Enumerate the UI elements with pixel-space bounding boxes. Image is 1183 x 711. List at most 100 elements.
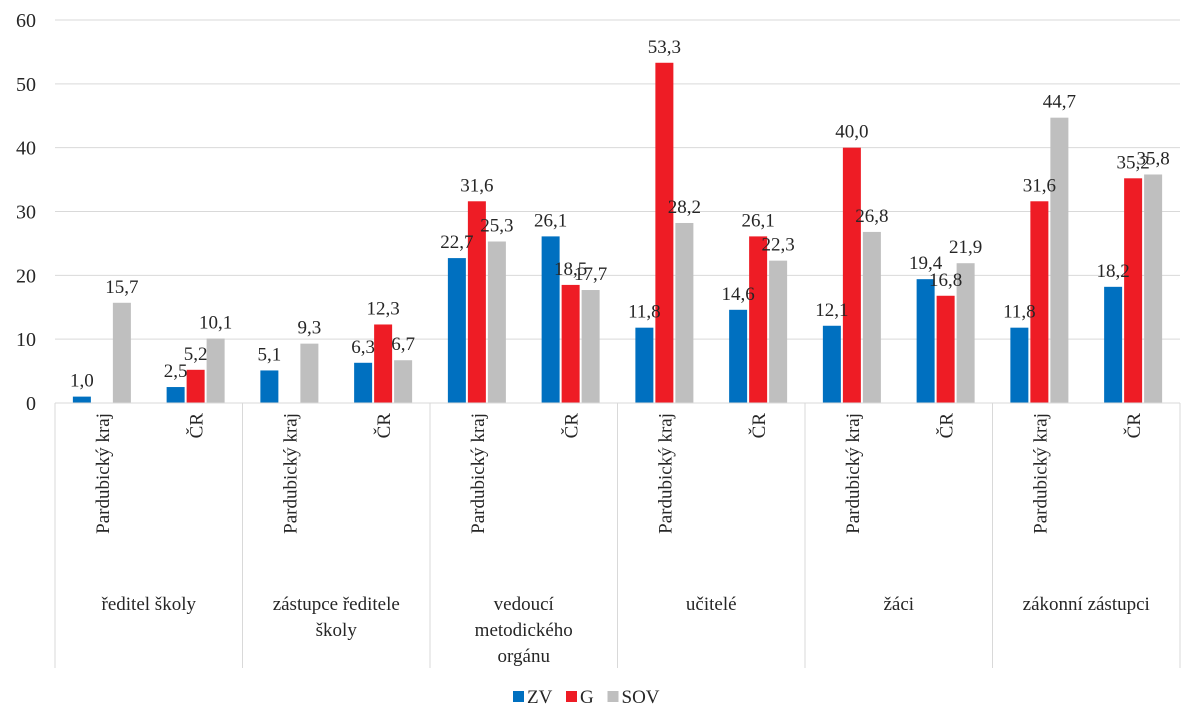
x-tick-label: Pardubický kraj <box>1030 413 1051 534</box>
bar-sov <box>769 260 788 403</box>
data-label: 26,1 <box>534 210 567 231</box>
group-label: vedoucí <box>494 594 555 615</box>
bar-sov <box>1050 117 1069 403</box>
data-label: 44,7 <box>1043 92 1076 113</box>
group-label: školy <box>316 620 358 641</box>
bar-zv <box>166 387 185 403</box>
bar-g <box>1030 201 1049 403</box>
data-label: 19,4 <box>909 253 943 274</box>
bar-sov <box>675 222 694 403</box>
data-label: 53,3 <box>648 37 681 58</box>
y-tick-label: 30 <box>16 202 36 224</box>
bar-zv <box>1010 327 1029 403</box>
bar-g <box>1124 178 1143 403</box>
bar-g <box>186 369 205 403</box>
bar-sov <box>394 360 413 403</box>
group-label: zákonní zástupci <box>1023 594 1150 615</box>
legend-swatch-sov <box>607 691 619 702</box>
bar-sov <box>487 241 506 403</box>
group-label: ředitel školy <box>102 594 197 615</box>
bar-sov <box>956 263 975 403</box>
group-label: orgánu <box>498 646 551 667</box>
bar-g <box>374 324 393 403</box>
y-tick-label: 60 <box>16 10 36 32</box>
data-label: 17,7 <box>574 264 607 285</box>
bar-zv <box>822 325 841 403</box>
bar-g <box>655 62 674 403</box>
bar-zv <box>260 370 279 403</box>
legend-label: ZV <box>527 687 553 708</box>
x-tick-label: Pardubický kraj <box>468 413 489 534</box>
bar-g <box>936 295 955 403</box>
y-axis-ticks: 0 10 20 30 40 50 60 <box>16 10 36 415</box>
x-tick-label: ČR <box>373 413 395 439</box>
group-label: metodického <box>475 620 573 641</box>
data-label: 22,7 <box>440 232 473 253</box>
data-label: 21,9 <box>949 237 982 258</box>
data-label: 26,1 <box>742 210 775 231</box>
data-label: 40,0 <box>835 122 868 143</box>
data-label: 28,2 <box>668 197 701 218</box>
data-label: 31,6 <box>460 175 493 196</box>
bars <box>72 62 1163 403</box>
bar-zv <box>541 236 560 403</box>
y-tick-label: 0 <box>26 393 36 415</box>
data-label: 9,3 <box>298 318 322 339</box>
x-tick-label: Pardubický kraj <box>93 413 114 534</box>
y-tick-label: 10 <box>16 329 36 351</box>
legend-swatch-zv <box>513 691 524 702</box>
data-label: 10,1 <box>199 313 232 334</box>
data-label: 14,6 <box>722 284 755 305</box>
bar-sov <box>112 302 131 403</box>
bar-sov <box>862 231 881 403</box>
data-label: 6,3 <box>351 337 375 358</box>
data-label: 5,2 <box>184 344 208 365</box>
x-tick-label: ČR <box>186 413 208 439</box>
x-tick-label: Pardubický kraj <box>655 413 676 534</box>
data-label: 11,8 <box>628 302 661 323</box>
data-label: 12,3 <box>367 298 400 319</box>
group-label: učitelé <box>686 594 737 615</box>
bar-zv <box>1104 286 1123 403</box>
x-tick-label: ČR <box>748 413 770 439</box>
x-tick-label: ČR <box>561 413 583 439</box>
data-labels: 1,0 2,5 5,1 6,3 22,7 26,1 11,8 14,6 12,1 19,4 11,8… <box>70 37 1170 392</box>
data-label: 11,8 <box>1003 302 1036 323</box>
y-tick-label: 40 <box>16 138 36 160</box>
bar-g <box>467 201 486 403</box>
data-label: 18,2 <box>1097 261 1130 282</box>
y-tick-label: 20 <box>16 265 36 287</box>
group-label: zástupce ředitele <box>273 594 400 615</box>
bar-sov <box>1144 174 1163 403</box>
legend-swatch-g <box>566 691 577 702</box>
bar-zv <box>916 279 935 403</box>
data-label: 31,6 <box>1023 175 1056 196</box>
bar-zv <box>447 258 466 403</box>
data-label: 6,7 <box>391 334 415 355</box>
data-label: 25,3 <box>480 216 513 237</box>
bar-sov <box>206 338 225 403</box>
bar-g <box>561 284 580 403</box>
gridlines <box>55 19 1180 340</box>
legend-label: G <box>580 687 594 708</box>
x-tick-label: Pardubický kraj <box>843 413 864 534</box>
legend-label: SOV <box>622 687 660 708</box>
data-label: 15,7 <box>105 277 138 298</box>
x-tick-label: ČR <box>1123 413 1145 439</box>
bar-zv <box>635 327 654 403</box>
bar-zv <box>729 309 748 403</box>
bar-zv <box>72 396 91 403</box>
data-label: 5,1 <box>258 344 282 365</box>
data-label: 26,8 <box>855 206 888 227</box>
legend: ZV G SOV <box>513 687 660 708</box>
bar-g <box>842 147 861 403</box>
bar-sov <box>581 290 600 403</box>
x-axis: Pardubický kraj ČR Pardubický kraj ČR Pardub… <box>54 402 1181 668</box>
x-tick-label: ČR <box>936 413 958 439</box>
bar-g <box>749 236 768 403</box>
data-label: 1,0 <box>70 371 94 392</box>
group-label: žáci <box>883 594 914 615</box>
x-tick-label: Pardubický kraj <box>280 413 301 534</box>
bar-zv <box>354 362 373 403</box>
